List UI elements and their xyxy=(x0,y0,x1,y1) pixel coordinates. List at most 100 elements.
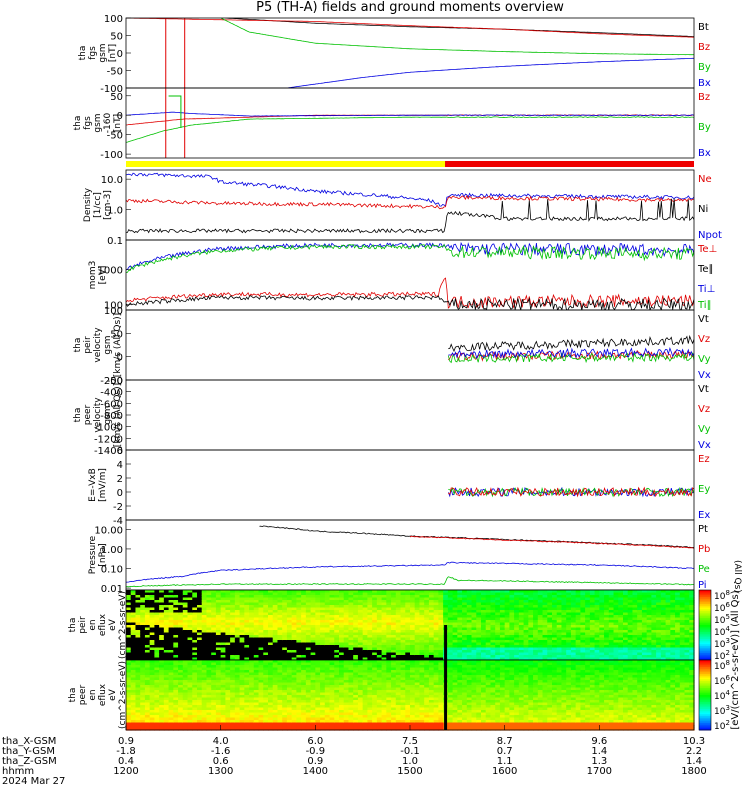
series-Te-line xyxy=(126,294,694,310)
panel-temperature xyxy=(125,239,695,311)
y-tick-label: 10.00 xyxy=(94,525,123,536)
legend-Pi: Pi xyxy=(698,580,707,591)
y-tick-label: 1.0 xyxy=(107,206,123,217)
y-axis-label: gsm xyxy=(93,113,103,132)
x-tick-label: 1.3 xyxy=(591,756,607,767)
legend-Bx: Bx xyxy=(698,78,711,89)
x-tick-label: 1.1 xyxy=(497,756,513,767)
y-tick-label: 100 xyxy=(104,306,123,317)
x-tick-label: 0.9 xyxy=(118,736,134,747)
y-tick-label: -1200 xyxy=(94,434,123,445)
y-axis-label: [cm-3] xyxy=(103,190,113,220)
x-tick-label: 1300 xyxy=(208,766,233,777)
y-axis-label: -160 xyxy=(103,113,113,134)
legend-Vy: Vy xyxy=(698,424,711,435)
panel-peer_velocity xyxy=(125,379,695,451)
x-row-label: tha_Z-GSM xyxy=(2,756,57,767)
x-row-label: hhmm xyxy=(2,766,34,777)
series-Pb-line xyxy=(409,535,694,549)
series-Bx-line xyxy=(126,111,694,117)
y-tick-label: -2 xyxy=(113,502,123,513)
legend-Vt: Vt xyxy=(698,384,709,395)
legend-Vx: Vx xyxy=(698,370,711,381)
y-tick-label: 50 xyxy=(110,92,123,103)
x-tick-label: -0.1 xyxy=(400,746,420,757)
y-tick-label: 50 xyxy=(110,329,123,340)
series-Bx-line xyxy=(287,57,694,88)
y-tick-label: -4 xyxy=(113,516,123,527)
y-axis-label: [mV/m] xyxy=(98,468,108,502)
y-axis-label: tha xyxy=(78,46,88,61)
series-Vt-line xyxy=(448,334,694,353)
x-tick-label: 4.0 xyxy=(213,736,229,747)
date-label: 2024 Mar 27 xyxy=(2,776,65,787)
data-gap xyxy=(444,625,448,660)
x-tick-label: 1.4 xyxy=(591,746,607,757)
series-By-line xyxy=(220,18,694,56)
y-tick-label: 0.1 xyxy=(107,236,123,247)
y-axis-label: eflux xyxy=(98,683,108,706)
y-axis-label: eflux xyxy=(98,613,108,636)
spike-line xyxy=(168,95,182,128)
y-tick-label: 0 xyxy=(117,488,123,499)
y-axis-label: mom3 xyxy=(88,261,98,290)
y-axis-label: gsm xyxy=(98,43,108,62)
series-Pt-line xyxy=(259,525,694,548)
legend-By: By xyxy=(698,62,711,73)
legend-Ni: Ni xyxy=(698,204,708,215)
series-Ni-line xyxy=(126,198,694,234)
y-tick-label: -1400 xyxy=(94,446,123,457)
y-axis-label: tha xyxy=(73,338,83,353)
panel-peir_spectrogram xyxy=(125,589,712,661)
x-tick-label: 1400 xyxy=(303,766,328,777)
y-tick-label: 0.01 xyxy=(101,584,123,595)
legend-Ti: Ti⊥ xyxy=(697,284,715,295)
y-tick-label: -1000 xyxy=(94,423,123,434)
x-tick-label: 1700 xyxy=(587,766,612,777)
x-tick-label: 10.3 xyxy=(683,736,705,747)
series-Bz-line xyxy=(126,18,694,38)
y-tick-label: -600 xyxy=(100,399,123,410)
legend-Npot: Npot xyxy=(698,230,722,241)
series-Vx-line xyxy=(448,346,694,360)
panel-frame xyxy=(125,519,695,591)
y-tick-label: -50 xyxy=(107,376,123,387)
y-axis-label: E=-VxB xyxy=(88,468,98,502)
mode-bar-segment xyxy=(126,161,446,167)
y-axis-label: [km/s (All Qs)] xyxy=(113,313,123,377)
colorbar-tick-label: 102 xyxy=(714,719,730,732)
y-tick-label: -100 xyxy=(100,150,123,161)
x-tick-label: 7.5 xyxy=(402,736,418,747)
x-tick-label: 1200 xyxy=(113,766,138,777)
series-Vy-line xyxy=(447,351,694,364)
y-axis-label: en xyxy=(88,619,98,630)
y-axis-label: peir xyxy=(78,616,88,634)
legend-Ez: Ez xyxy=(698,454,710,465)
series-Npot-line xyxy=(126,172,694,207)
legend-Vx: Vx xyxy=(698,440,711,451)
series-Ne-line xyxy=(126,194,694,210)
y-tick-label: -100 xyxy=(100,84,123,95)
panel-fgs_gse xyxy=(125,87,695,159)
y-tick-label: -200 xyxy=(100,376,123,387)
series-By-line xyxy=(126,116,694,143)
y-axis-label: eV xyxy=(108,688,118,701)
x-row-label: tha_X-GSM xyxy=(2,736,56,747)
x-tick-label: 1800 xyxy=(681,766,706,777)
legend-Ey: Ey xyxy=(698,484,710,495)
y-axis-label: [km/s (All Qs)] xyxy=(113,383,123,447)
legend-Vy: Vy xyxy=(698,354,711,365)
y-tick-label: 1.00 xyxy=(101,545,123,556)
y-axis-label: gsm xyxy=(103,335,113,354)
panel-peer_spectrogram xyxy=(125,659,712,731)
colorbar-tick-label: 104 xyxy=(714,689,730,702)
colorbar-label: [eV/(cm^2-s-sr-eV)] (All Qs) xyxy=(730,590,741,729)
x-row-label: tha_Y-GSM xyxy=(2,746,55,757)
y-axis-label: [nT] xyxy=(113,114,123,132)
y-axis-label: peer xyxy=(83,404,93,425)
x-tick-label: 1500 xyxy=(397,766,422,777)
legend-By: By xyxy=(698,122,711,133)
legend-Vz: Vz xyxy=(698,404,710,415)
